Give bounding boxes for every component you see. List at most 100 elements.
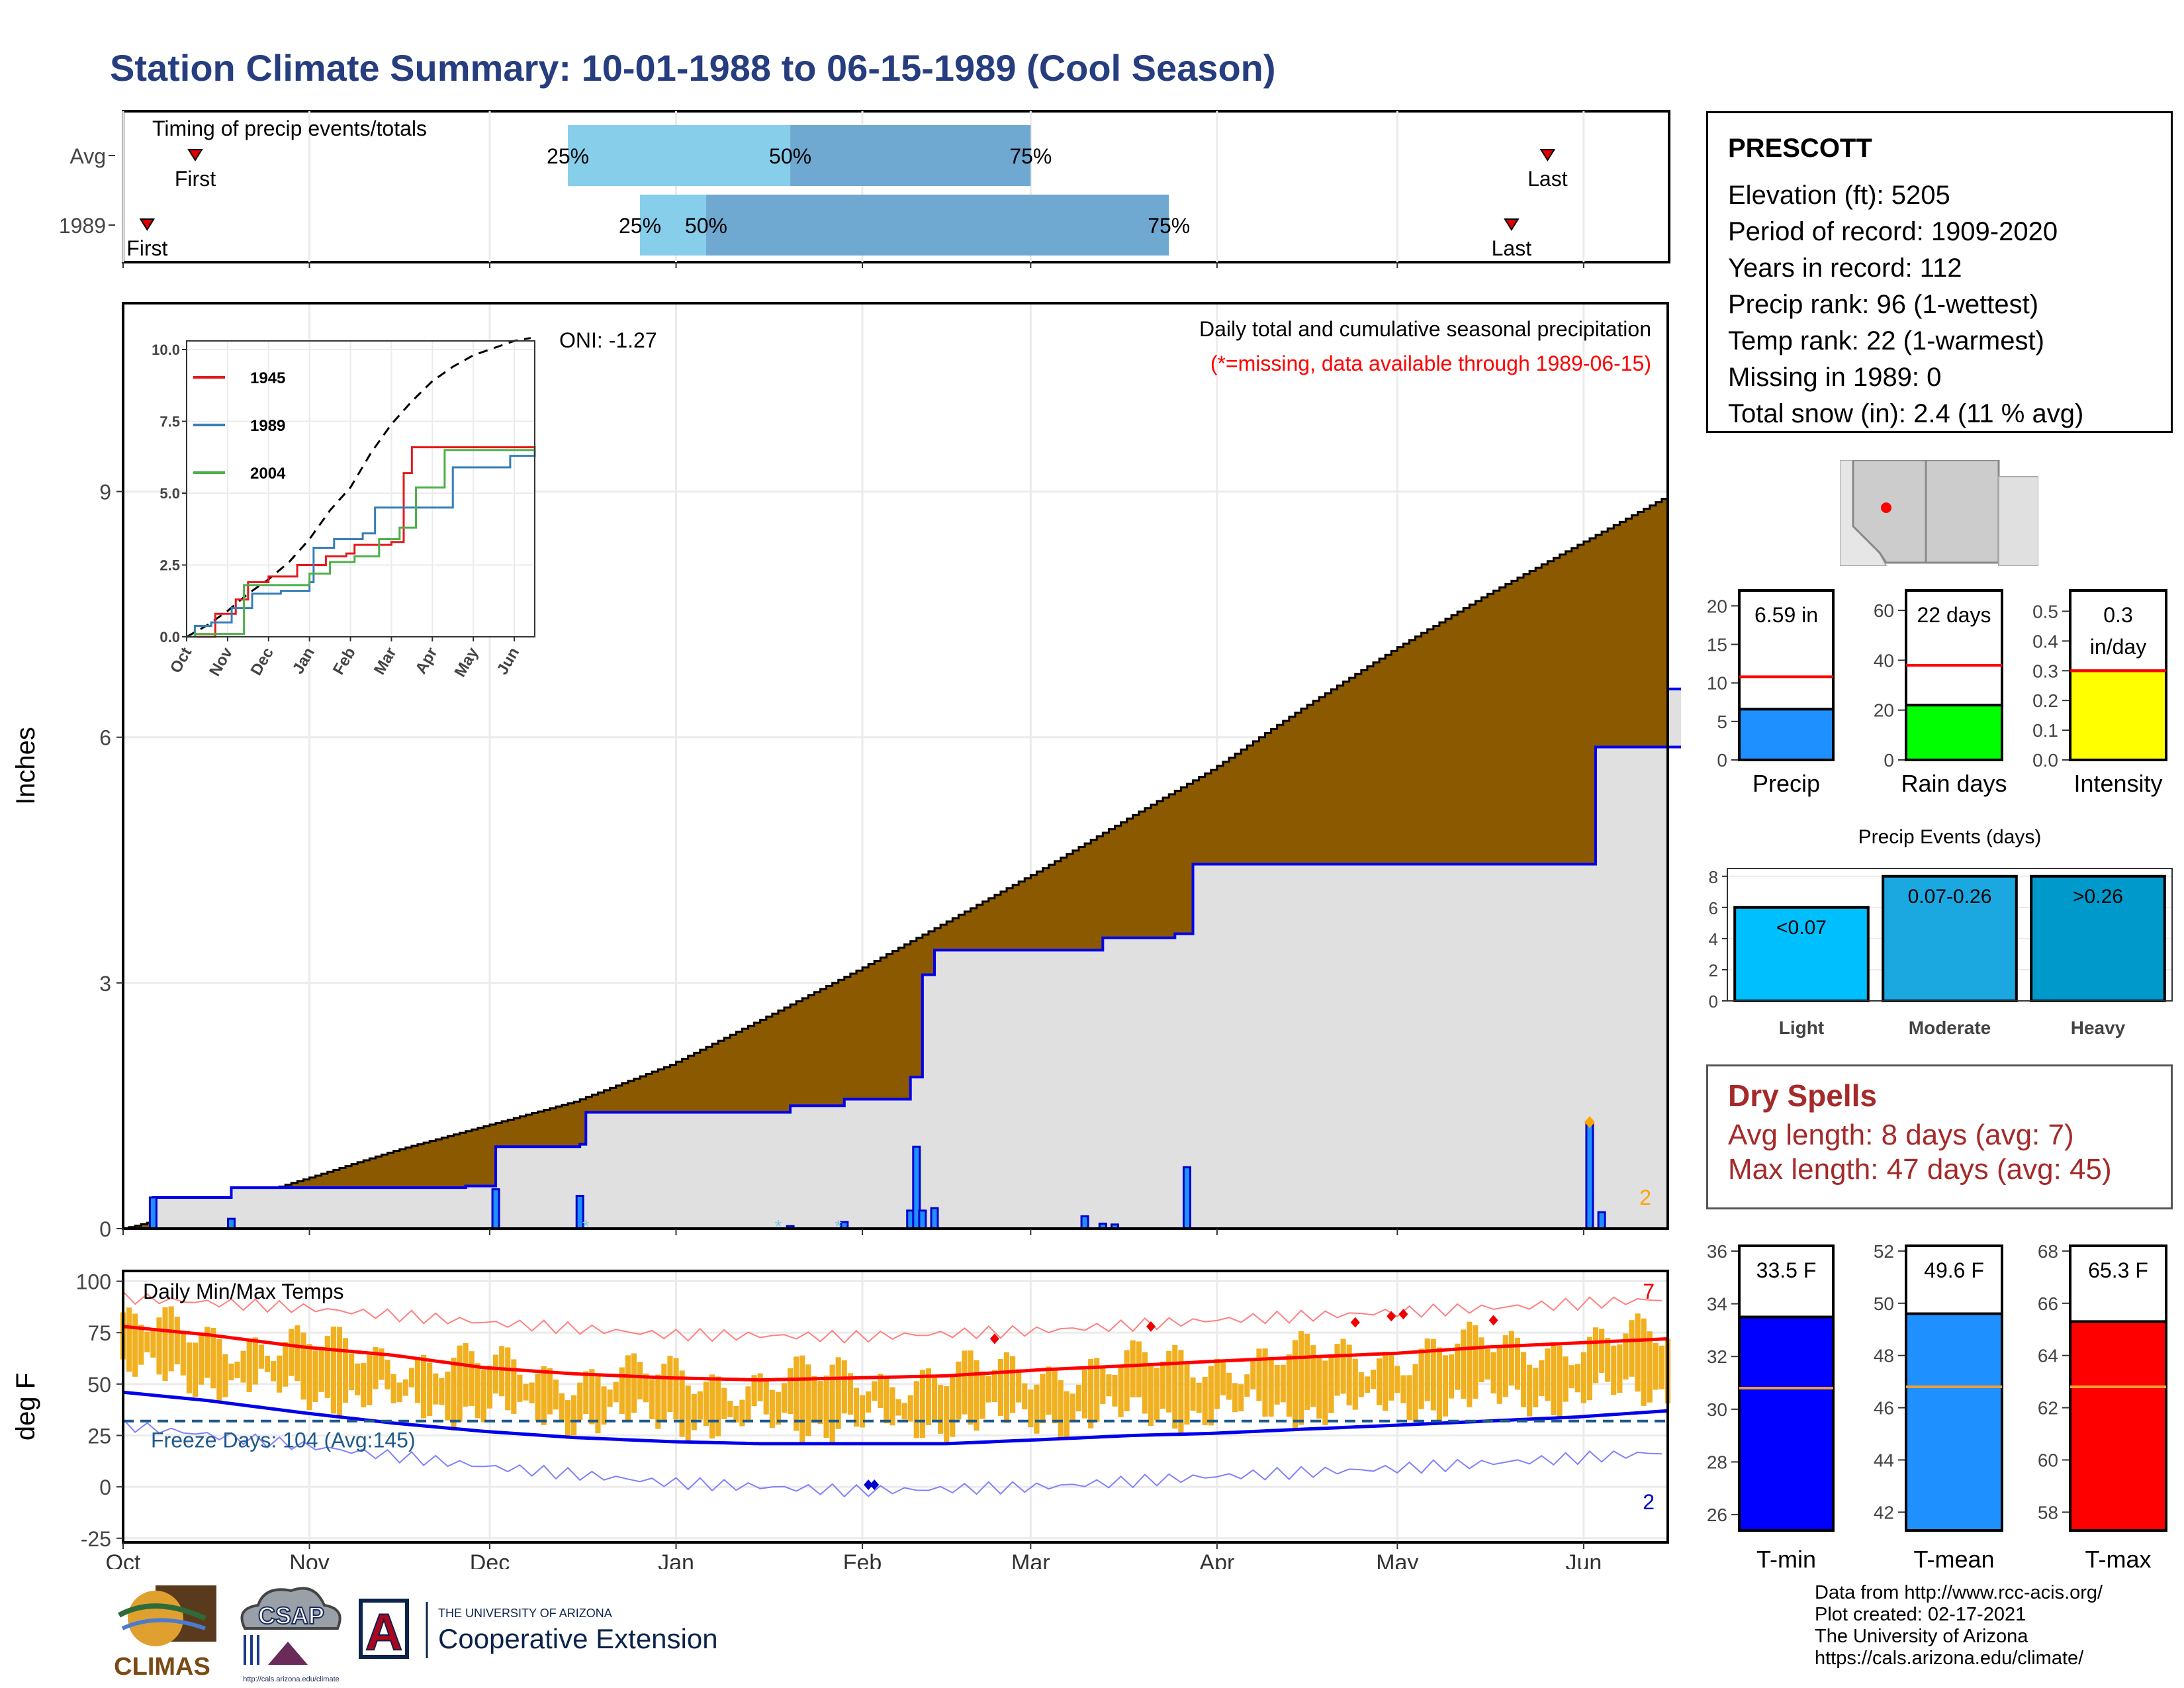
record-min-line <box>122 1419 1662 1498</box>
daily-temp-bar <box>486 1365 493 1409</box>
daily-temp-bar <box>216 1338 222 1401</box>
tmax_gauge-value-bar <box>2069 1320 2167 1532</box>
timing-first-marker <box>139 218 156 231</box>
intensity_gauge-value-label: 0.3 <box>2103 603 2132 627</box>
daily-temp-bar <box>631 1353 637 1413</box>
daily-temp-bar <box>361 1362 367 1407</box>
daily-temp-bar <box>1490 1352 1496 1394</box>
daily-temp-bar <box>385 1360 390 1389</box>
daily-temp-bar <box>907 1395 913 1422</box>
locator-map <box>1840 460 2038 566</box>
daily-temp-bar <box>1286 1354 1292 1417</box>
daily-temp-bar <box>1641 1318 1647 1406</box>
daily-temp-bar <box>186 1342 192 1393</box>
daily-temp-bar <box>517 1374 523 1402</box>
temp-y-tick-label: 100 <box>76 1270 111 1294</box>
daily-temp-bar <box>931 1376 938 1422</box>
intensity_gauge-y-tick-label: 0.4 <box>2032 631 2058 651</box>
daily-temp-bar <box>150 1328 156 1358</box>
events-y-tick-label: 4 <box>1709 929 1718 949</box>
ua-cooperative-extension-logo: A THE UNIVERSITY OF ARIZONA Cooperative … <box>359 1599 718 1662</box>
daily-temp-bar <box>1003 1352 1010 1423</box>
daily-temp-bar <box>156 1317 162 1375</box>
daily-temp-bar <box>727 1401 733 1417</box>
tmin_gauge-y-tick-label: 32 <box>1707 1346 1727 1367</box>
station-info-box: PRESCOTT Elevation (ft): 5205 Period of … <box>1706 111 2173 433</box>
daily-temp-bar <box>1563 1356 1569 1402</box>
raindays_gauge-y-tick-label: 0 <box>1884 750 1894 771</box>
daily-temp-bar <box>408 1368 414 1387</box>
credit-university: The University of Arizona <box>1815 1626 2028 1647</box>
events-category-moderate: Moderate <box>1909 1017 1991 1038</box>
temp-frame <box>122 1270 1669 1544</box>
oni-label: ONI: -1.27 <box>559 328 657 352</box>
daily-temp-bar <box>979 1371 985 1419</box>
daily-temp-bar <box>553 1380 559 1410</box>
tmax_gauge-value-label: 65.3 F <box>2088 1258 2148 1282</box>
daily-precip-bar <box>1597 1211 1606 1230</box>
cum-y-tick-label: 3 <box>99 972 111 996</box>
daily-temp-bar <box>355 1363 361 1395</box>
timing-bar-25-50 <box>568 125 791 186</box>
daily-temp-bar <box>1244 1374 1250 1397</box>
station-missing: Missing in 1989: 0 <box>1728 363 1942 392</box>
daily-precip-bar <box>148 1196 158 1230</box>
avg-min-line <box>122 1390 1668 1446</box>
raindays_gauge-y-tick-label: 20 <box>1874 700 1894 721</box>
daily-temp-bar <box>661 1364 667 1421</box>
daily-temp-bar <box>1250 1359 1256 1390</box>
daily-temp-bar <box>733 1406 739 1423</box>
daily-temp-bar <box>1418 1348 1424 1409</box>
daily-temp-bar <box>673 1358 679 1420</box>
daily-temp-bar <box>1611 1345 1617 1395</box>
timing-first-label: First <box>126 236 167 260</box>
timing-last-label: Last <box>1492 236 1532 260</box>
inset-y-label: 2.5 <box>159 557 180 574</box>
daily-temp-bar <box>523 1383 529 1401</box>
daily-temp-bar <box>252 1337 258 1385</box>
daily-temp-bar <box>715 1376 721 1436</box>
daily-temp-bar <box>811 1376 817 1423</box>
daily-temp-bar <box>968 1350 974 1425</box>
timing-row-label: 1989 <box>59 214 106 238</box>
daily-temp-bar <box>1430 1338 1436 1411</box>
daily-temp-bar <box>1653 1342 1659 1390</box>
daily-temp-bar <box>655 1374 661 1429</box>
temp-y-tick-label: -25 <box>81 1527 111 1551</box>
daily-temp-bar <box>535 1374 541 1421</box>
daily-temp-bar <box>1064 1391 1069 1438</box>
daily-temp-bar <box>1394 1366 1400 1393</box>
inset-y-label: 7.5 <box>159 414 180 430</box>
tmean_gauge-y-tick-label: 42 <box>1874 1502 1894 1523</box>
precip-events-chart: Precip Events (days) <0.07 Light 0.07-0.26 M… <box>1709 826 2173 1038</box>
daily-temp-bar <box>1256 1348 1262 1401</box>
inset-y-label: 10.0 <box>152 342 180 358</box>
record-low-marker <box>864 1479 874 1491</box>
intensity_gauge-y-tick-label: 0.0 <box>2032 750 2058 771</box>
temp-y-tick-label: 0 <box>99 1476 111 1499</box>
daily-temp-bar <box>1539 1360 1545 1396</box>
daily-temp-bar <box>757 1373 763 1401</box>
events-bar-heavy <box>2030 874 2166 1002</box>
tmean_gauge-y-tick-label: 44 <box>1874 1450 1894 1470</box>
timing-last-marker <box>1504 218 1520 231</box>
daily-temp-bar <box>956 1361 962 1420</box>
csap-logo-text: CSAP <box>258 1602 324 1629</box>
daily-temp-bar <box>1508 1331 1514 1386</box>
daily-temp-bar <box>745 1386 751 1422</box>
daily-temp-bar <box>414 1357 421 1403</box>
daily-temp-bar <box>1052 1369 1058 1424</box>
daily-temp-bar <box>234 1361 240 1378</box>
daily-temp-bar <box>1520 1352 1527 1407</box>
daily-temp-bar <box>985 1376 991 1403</box>
daily-temp-bar <box>1022 1383 1028 1410</box>
timing-label-25: 25% <box>547 144 589 168</box>
daily-temp-bar <box>1527 1364 1533 1417</box>
daily-temp-bar <box>613 1382 619 1403</box>
daily-temp-bar <box>1238 1384 1244 1411</box>
inset-series-2004 <box>187 447 536 638</box>
daily-temp-bar <box>823 1376 829 1438</box>
daily-temp-bar <box>901 1403 907 1420</box>
record-high-count: 7 <box>1643 1280 1655 1303</box>
x-tick-label-dec: Dec <box>470 1550 510 1569</box>
